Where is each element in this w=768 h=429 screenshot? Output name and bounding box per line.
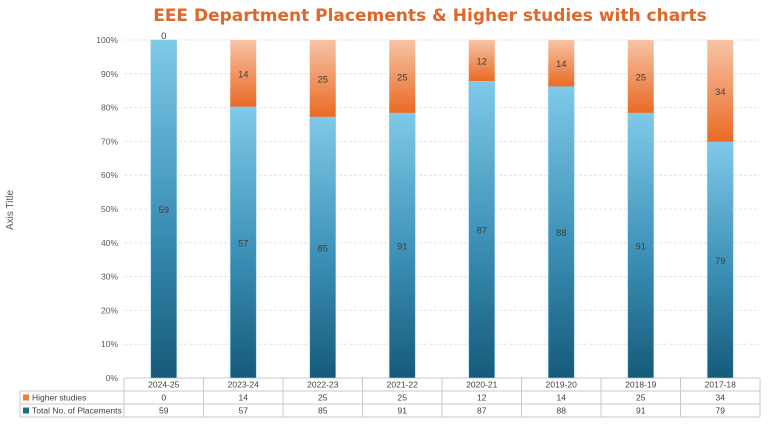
bar-placements bbox=[229, 106, 257, 379]
bar-higher-studies bbox=[230, 40, 257, 107]
table-cell: 14 bbox=[239, 393, 249, 403]
y-axis-title: Axis Title bbox=[5, 190, 16, 230]
y-tick-label: 90% bbox=[101, 69, 118, 79]
bar-placements bbox=[309, 116, 337, 379]
bar-higher-studies bbox=[707, 40, 734, 142]
y-tick-label: 80% bbox=[101, 103, 118, 113]
bar-higher-studies bbox=[309, 40, 336, 117]
x-tick-label: 2021-22 bbox=[387, 380, 418, 390]
y-axis-tick-labels: 0% 10% 20% 30% 40% 50% 60% 70% 80% 90% 100% bbox=[96, 35, 118, 383]
legend-entry: Higher studies bbox=[32, 393, 86, 403]
y-tick-label: 100% bbox=[96, 35, 118, 45]
table-cell: 91 bbox=[398, 406, 408, 416]
data-label-placements: 57 bbox=[238, 238, 249, 249]
bars: 59 0 57 14 85 25 91 25 87 12 88 14 91 25 79 34 bbox=[150, 31, 734, 379]
table-cell: 25 bbox=[636, 393, 646, 403]
table-cell: 57 bbox=[239, 406, 249, 416]
table-cell: 88 bbox=[557, 406, 567, 416]
bar-higher-studies bbox=[627, 40, 654, 113]
table-cell: 59 bbox=[159, 406, 169, 416]
data-label-placements: 91 bbox=[397, 241, 408, 252]
bar-higher-studies bbox=[468, 40, 495, 81]
y-tick-label: 10% bbox=[101, 339, 118, 349]
x-tick-label: 2022-23 bbox=[307, 380, 338, 390]
bar-higher-studies bbox=[389, 40, 416, 113]
table-cell: 85 bbox=[318, 406, 328, 416]
data-label-higher-studies: 25 bbox=[635, 72, 646, 83]
y-tick-label: 30% bbox=[101, 272, 118, 282]
data-label-placements: 59 bbox=[158, 205, 169, 216]
bar-higher-studies bbox=[548, 40, 575, 87]
x-tick-label: 2020-21 bbox=[466, 380, 497, 390]
table-cell: 91 bbox=[636, 406, 646, 416]
table-cell: 25 bbox=[398, 393, 408, 403]
y-tick-label: 60% bbox=[101, 170, 118, 180]
table-cell: 14 bbox=[557, 393, 567, 403]
table-cell: 12 bbox=[477, 393, 487, 403]
table-cell: 79 bbox=[716, 406, 726, 416]
y-tick-label: 50% bbox=[101, 204, 118, 214]
legend-entry: Total No. of Placements bbox=[32, 406, 122, 416]
data-label-placements: 87 bbox=[476, 225, 487, 236]
x-tick-label: 2017-18 bbox=[705, 380, 736, 390]
x-tick-label: 2019-20 bbox=[546, 380, 577, 390]
data-label-higher-studies: 25 bbox=[317, 74, 328, 85]
data-label-higher-studies: 12 bbox=[476, 56, 487, 67]
data-label-higher-studies: 34 bbox=[715, 87, 726, 98]
data-label-higher-studies: 14 bbox=[238, 69, 249, 80]
x-tick-label: 2018-19 bbox=[625, 380, 656, 390]
table-cell: 87 bbox=[477, 406, 487, 416]
data-label-placements: 85 bbox=[317, 243, 328, 254]
table-cell: 0 bbox=[161, 393, 166, 403]
bar-placements bbox=[547, 86, 575, 379]
x-tick-label: 2024-25 bbox=[148, 380, 179, 390]
y-tick-label: 0% bbox=[106, 373, 119, 383]
legend-key bbox=[23, 394, 29, 401]
legend-key bbox=[23, 407, 29, 414]
x-tick-label: 2023-24 bbox=[228, 380, 259, 390]
y-tick-label: 70% bbox=[101, 136, 118, 146]
table-cell: 25 bbox=[318, 393, 328, 403]
data-label-placements: 88 bbox=[556, 228, 567, 239]
bar-placements bbox=[150, 39, 178, 379]
chart-title: EEE Department Placements & Higher studi… bbox=[153, 6, 707, 26]
data-label-placements: 79 bbox=[715, 256, 726, 267]
y-tick-label: 40% bbox=[101, 238, 118, 248]
gridlines bbox=[124, 39, 760, 379]
data-label-higher-studies: 0 bbox=[161, 31, 166, 42]
y-tick-label: 20% bbox=[101, 305, 118, 315]
bar-placements bbox=[627, 112, 655, 379]
table-cell: 34 bbox=[716, 393, 726, 403]
data-table: 2024-25 2023-24 2022-23 2021-22 2020-21 2019-… bbox=[19, 378, 761, 418]
bar-placements bbox=[706, 141, 734, 379]
data-label-placements: 91 bbox=[635, 241, 646, 252]
data-label-higher-studies: 14 bbox=[556, 59, 567, 70]
data-label-higher-studies: 25 bbox=[397, 72, 408, 83]
